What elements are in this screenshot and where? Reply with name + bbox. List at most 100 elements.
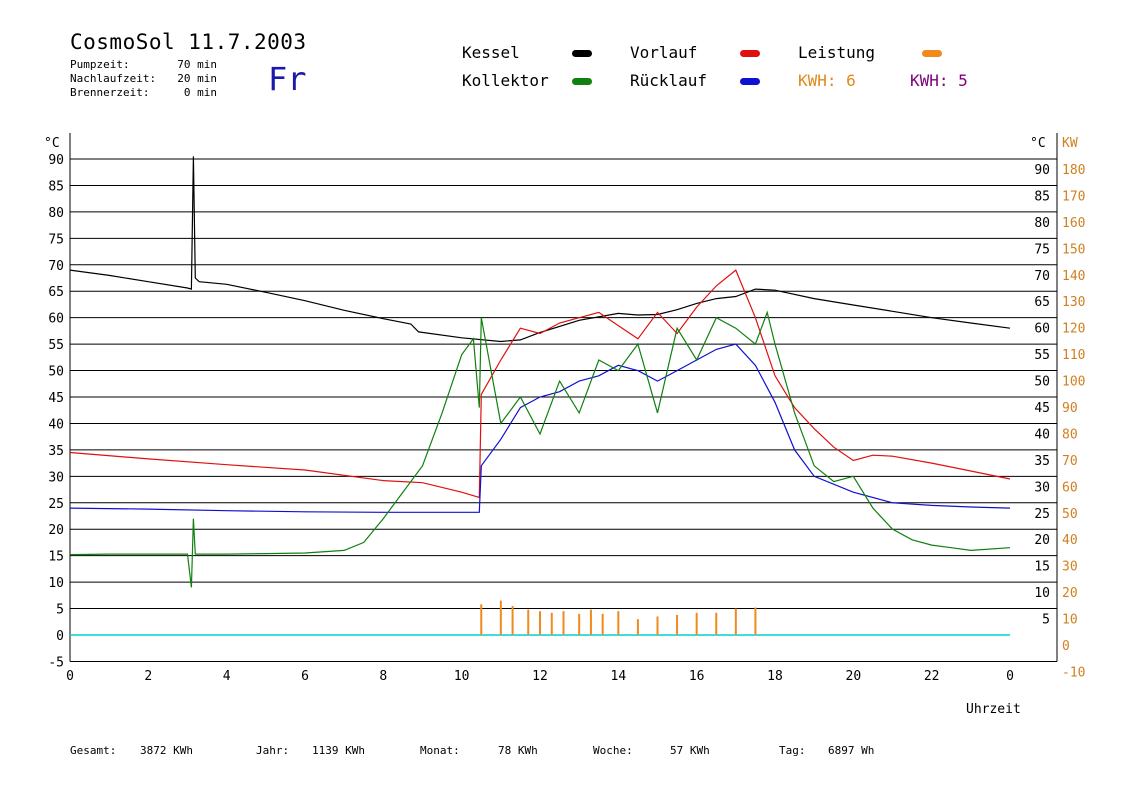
y-tick-right-kw: 80 bbox=[1062, 427, 1078, 442]
y-tick-right-c: 55 bbox=[1034, 348, 1050, 363]
y-tick-right-c: 75 bbox=[1034, 242, 1050, 257]
legend-ruecklauf-label: Rücklauf bbox=[630, 71, 708, 90]
line-kollektor bbox=[69, 310, 1011, 588]
legend-kwh-left: KWH: 6 bbox=[798, 71, 856, 90]
y-axis-unit-left: °C bbox=[44, 136, 60, 151]
info-nachlaufzeit-label: Nachlaufzeit: bbox=[70, 72, 157, 85]
y-tick-right-c: 70 bbox=[1034, 269, 1050, 284]
y-tick-right-c: 65 bbox=[1034, 295, 1050, 310]
stat-gesamt-label: Gesamt: bbox=[70, 744, 117, 757]
y-tick-left: -5 bbox=[48, 655, 64, 670]
line-kessel bbox=[69, 156, 1011, 343]
y-tick-right-kw: 160 bbox=[1062, 216, 1085, 231]
y-tick-right-c: 25 bbox=[1034, 507, 1050, 522]
y-tick-right-c: 80 bbox=[1034, 216, 1050, 231]
legend-kollektor-swatch bbox=[572, 78, 592, 85]
page-title: CosmoSol 11.7.2003 bbox=[70, 30, 307, 54]
y-tick-right-kw: 40 bbox=[1062, 533, 1078, 548]
info-nachlaufzeit-value: 20 min bbox=[177, 72, 217, 85]
stat-woche-label: Woche: bbox=[593, 744, 633, 757]
y-tick-left: 20 bbox=[48, 523, 64, 538]
x-tick: 18 bbox=[767, 669, 783, 684]
y-tick-right-kw: 20 bbox=[1062, 586, 1078, 601]
x-tick: 20 bbox=[846, 669, 862, 684]
y-tick-right-c: 45 bbox=[1034, 401, 1050, 416]
x-tick: 10 bbox=[454, 669, 470, 684]
y-tick-right-kw: 10 bbox=[1062, 613, 1078, 628]
y-tick-right-kw: 30 bbox=[1062, 560, 1078, 575]
y-tick-left: 70 bbox=[48, 259, 64, 274]
y-tick-right-kw: 130 bbox=[1062, 295, 1085, 310]
y-tick-left: 55 bbox=[48, 338, 64, 353]
legend-kessel-label: Kessel bbox=[462, 43, 520, 62]
y-axis-unit-right-c: °C bbox=[1030, 136, 1046, 151]
y-tick-left: 30 bbox=[48, 470, 64, 485]
legend-leistung-swatch bbox=[922, 50, 942, 57]
y-tick-right-kw: 70 bbox=[1062, 454, 1078, 469]
chart-grid bbox=[69, 133, 1058, 662]
y-tick-right-kw: 180 bbox=[1062, 163, 1085, 178]
x-tick: 0 bbox=[1006, 669, 1014, 684]
stat-gesamt-value: 3872 KWh bbox=[140, 744, 193, 757]
y-tick-right-kw: 140 bbox=[1062, 269, 1085, 284]
y-tick-left: 45 bbox=[48, 391, 64, 406]
y-tick-right-c: 50 bbox=[1034, 375, 1050, 390]
chart-series bbox=[69, 156, 1011, 635]
info-brennerzeit-label: Brennerzeit: bbox=[70, 86, 150, 99]
y-tick-left: 25 bbox=[48, 497, 64, 512]
stat-tag-value: 6897 Wh bbox=[828, 744, 875, 757]
y-tick-right-c: 60 bbox=[1034, 322, 1050, 337]
x-tick: 16 bbox=[689, 669, 705, 684]
x-tick: 14 bbox=[611, 669, 627, 684]
weekday-label: Fr bbox=[268, 60, 307, 98]
x-tick: 0 bbox=[66, 669, 74, 684]
info-pumpzeit-label: Pumpzeit: bbox=[70, 58, 130, 71]
y-tick-right-c: 30 bbox=[1034, 480, 1050, 495]
y-tick-left: 65 bbox=[48, 285, 64, 300]
y-tick-left: 60 bbox=[48, 312, 64, 327]
y-tick-right-kw: 120 bbox=[1062, 322, 1085, 337]
x-tick: 8 bbox=[379, 669, 387, 684]
x-tick: 22 bbox=[924, 669, 940, 684]
stat-monat-label: Monat: bbox=[420, 744, 460, 757]
line-r-cklauf bbox=[69, 343, 1011, 513]
y-tick-left: 5 bbox=[56, 603, 64, 618]
y-tick-left: 0 bbox=[56, 629, 64, 644]
legend-kwh-right: KWH: 5 bbox=[910, 71, 968, 90]
y-tick-right-kw: 150 bbox=[1062, 242, 1085, 257]
y-axis-unit-right-kw: KW bbox=[1062, 136, 1078, 151]
x-axis-label: Uhrzeit bbox=[966, 702, 1021, 717]
y-tick-right-kw: 100 bbox=[1062, 375, 1085, 390]
x-tick: 2 bbox=[144, 669, 152, 684]
legend-vorlauf-swatch bbox=[740, 50, 760, 57]
y-tick-right-kw: 90 bbox=[1062, 401, 1078, 416]
y-tick-left: 80 bbox=[48, 206, 64, 221]
y-tick-left: 85 bbox=[48, 179, 64, 194]
x-tick: 12 bbox=[532, 669, 548, 684]
x-tick: 6 bbox=[301, 669, 309, 684]
y-tick-left: 90 bbox=[48, 153, 64, 168]
stat-jahr-value: 1139 KWh bbox=[312, 744, 365, 757]
legend-leistung-label: Leistung bbox=[798, 43, 876, 62]
line-vorlauf bbox=[69, 269, 1011, 499]
y-tick-right-kw: 170 bbox=[1062, 189, 1085, 204]
y-tick-left: 35 bbox=[48, 444, 64, 459]
y-tick-left: 10 bbox=[48, 576, 64, 591]
legend-vorlauf-label: Vorlauf bbox=[630, 43, 698, 62]
y-tick-right-c: 5 bbox=[1042, 613, 1050, 628]
chart-ticks: -505101520253035404550556065707580859051… bbox=[44, 136, 1085, 684]
y-tick-right-kw: 0 bbox=[1062, 639, 1070, 654]
y-tick-right-kw: 60 bbox=[1062, 480, 1078, 495]
y-tick-right-c: 85 bbox=[1034, 189, 1050, 204]
stat-monat-value: 78 KWh bbox=[498, 744, 538, 757]
y-tick-right-c: 15 bbox=[1034, 560, 1050, 575]
stat-woche-value: 57 KWh bbox=[670, 744, 710, 757]
y-tick-left: 75 bbox=[48, 232, 64, 247]
y-tick-right-kw: 110 bbox=[1062, 348, 1085, 363]
legend-kollektor-label: Kollektor bbox=[462, 71, 549, 90]
y-tick-left: 50 bbox=[48, 365, 64, 380]
x-tick: 4 bbox=[223, 669, 231, 684]
y-tick-right-c: 40 bbox=[1034, 427, 1050, 442]
info-pumpzeit-value: 70 min bbox=[177, 58, 217, 71]
